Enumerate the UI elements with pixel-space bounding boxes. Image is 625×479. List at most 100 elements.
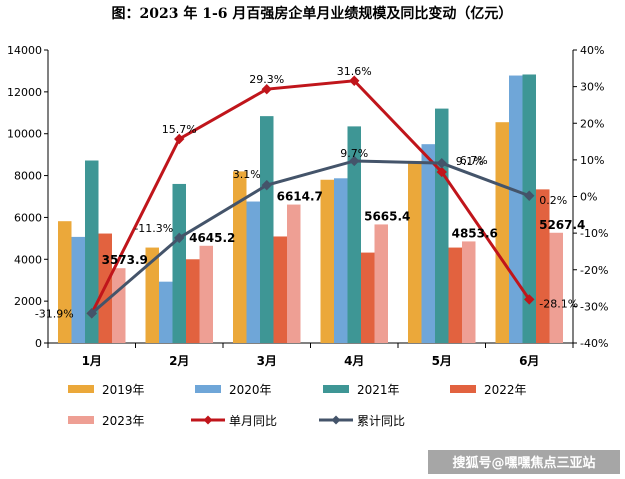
legend-swatch-marker: [203, 415, 213, 425]
axes: 0 2000 4000 6000 8000 10000 12000 14000 -40% -30%…: [7, 44, 608, 368]
marker-累计同比-5月: [436, 157, 447, 169]
value-label-2023: 4853.6: [452, 226, 498, 240]
bar-2020年-2月: [159, 281, 173, 343]
bar-2021年-5月: [435, 108, 449, 343]
legend-swatch: [195, 385, 221, 393]
legend-item-单月同比: 单月同比: [191, 414, 277, 428]
bar-2022年-5月: [448, 247, 462, 343]
left-tick-label: 6000: [14, 211, 42, 224]
legend-item-2021年: 2021年: [323, 383, 400, 397]
value-label-2023: 3573.9: [102, 253, 148, 267]
marker-单月同比-3月: [261, 83, 272, 95]
right-tick-label: 20%: [580, 117, 604, 130]
legend-label: 2020年: [229, 383, 272, 397]
right-tick-label: 40%: [580, 44, 604, 57]
marker-累计同比-2月: [174, 232, 185, 244]
legend-swatch-marker: [331, 415, 341, 425]
line-label-单月同比: 31.6%: [337, 65, 372, 78]
bar-2020年-4月: [334, 178, 348, 343]
left-tick-label: 12000: [7, 86, 42, 99]
line-label-单月同比: -28.1%: [539, 297, 578, 310]
bar-2019年-1月: [58, 221, 72, 343]
value-label-2023: 6614.7: [277, 190, 323, 204]
x-tick-label: 4月: [344, 354, 364, 368]
bar-2022年-3月: [273, 236, 287, 343]
watermark-background: [428, 450, 620, 474]
marker-单月同比-2月: [174, 133, 185, 145]
bar-2023年-2月: [199, 245, 213, 343]
bar-2020年-3月: [246, 201, 260, 343]
legend-swatch: [450, 385, 476, 393]
line-label-单月同比: -31.9%: [35, 307, 74, 320]
data-labels: 3573.9 4645.2 6614.7 5665.4 4853.6 5267.4 -31.…: [35, 65, 586, 321]
bar-2021年-4月: [347, 126, 361, 343]
right-tick-label: 30%: [580, 81, 604, 94]
right-tick-label: 10%: [580, 154, 604, 167]
line-label-累计同比: 9.1%: [456, 155, 484, 168]
legend-label: 2022年: [484, 383, 527, 397]
watermark-text: 搜狐号@嘿嘿焦点三亚站: [452, 455, 595, 471]
marker-单月同比-4月: [349, 75, 360, 86]
left-tick-label: 10000: [7, 128, 42, 141]
bar-2023年-5月: [462, 241, 476, 343]
legend-swatch: [68, 416, 94, 424]
left-tick-label: 8000: [14, 170, 42, 183]
right-tick-label: -10%: [580, 227, 608, 240]
bar-series: [58, 74, 563, 344]
bar-2021年-6月: [522, 74, 536, 344]
bar-2023年-1月: [112, 268, 126, 343]
bar-2022年-2月: [186, 259, 200, 343]
chart-title: 图：2023 年 1-6 月百强房企单月业绩规模及同比变动（亿元）: [112, 5, 513, 22]
bar-2019年-5月: [408, 160, 422, 343]
left-tick-label: 2000: [14, 295, 42, 308]
legend-label: 2019年: [102, 383, 145, 397]
marker-单月同比-6月: [524, 294, 535, 305]
line-label-累计同比: 3.1%: [233, 168, 261, 181]
legend-swatch: [68, 385, 94, 393]
x-tick-label: 6月: [519, 354, 539, 368]
bar-2020年-1月: [71, 236, 85, 343]
x-tick-label: 5月: [432, 354, 452, 368]
right-tick-label: -40%: [580, 337, 608, 350]
legend-item-2019年: 2019年: [68, 383, 145, 397]
line-series: [86, 75, 535, 319]
legend-label: 累计同比: [357, 414, 405, 428]
value-label-2023: 5267.4: [539, 218, 585, 232]
marker-累计同比-1月: [86, 308, 97, 319]
bar-2021年-3月: [260, 116, 274, 344]
left-tick-label: 4000: [14, 253, 42, 266]
bar-2022年-4月: [361, 252, 375, 343]
value-label-2023: 4645.2: [189, 231, 235, 245]
bar-2020年-6月: [509, 75, 523, 343]
line-label-累计同比: 0.2%: [539, 194, 567, 207]
line-label-单月同比: 29.3%: [249, 73, 284, 86]
line-label-单月同比: 15.7%: [162, 123, 197, 136]
bar-2019年-2月: [145, 247, 159, 343]
bar-2023年-4月: [374, 224, 388, 343]
bar-2019年-3月: [233, 171, 247, 343]
bar-2019年-6月: [495, 122, 509, 343]
bar-2021年-1月: [85, 160, 99, 343]
left-tick-label: 14000: [7, 44, 42, 57]
marker-单月同比-5月: [436, 166, 447, 178]
right-tick-label: 0%: [580, 191, 597, 204]
right-tick-label: -20%: [580, 264, 608, 277]
marker-累计同比-3月: [261, 179, 272, 191]
legend-item-2020年: 2020年: [195, 383, 272, 397]
x-tick-label: 3月: [257, 354, 277, 368]
watermark: 搜狐号@嘿嘿焦点三亚站: [428, 450, 620, 474]
line-label-累计同比: -11.3%: [134, 222, 173, 235]
legend: 2019年 2020年 2021年 2022年 2023年 单月同比 累计同比: [68, 383, 527, 428]
marker-累计同比-4月: [349, 155, 360, 167]
legend-item-2022年: 2022年: [450, 383, 527, 397]
legend-item-2023年: 2023年: [68, 414, 145, 428]
bar-2023年-6月: [549, 232, 563, 343]
bar-2020年-5月: [421, 144, 435, 343]
marker-累计同比-6月: [524, 190, 535, 201]
legend-label: 单月同比: [229, 414, 277, 428]
bar-2023年-3月: [287, 204, 301, 343]
bar-2021年-2月: [172, 183, 186, 343]
bar-2022年-6月: [536, 189, 550, 343]
legend-item-累计同比: 累计同比: [319, 414, 405, 428]
